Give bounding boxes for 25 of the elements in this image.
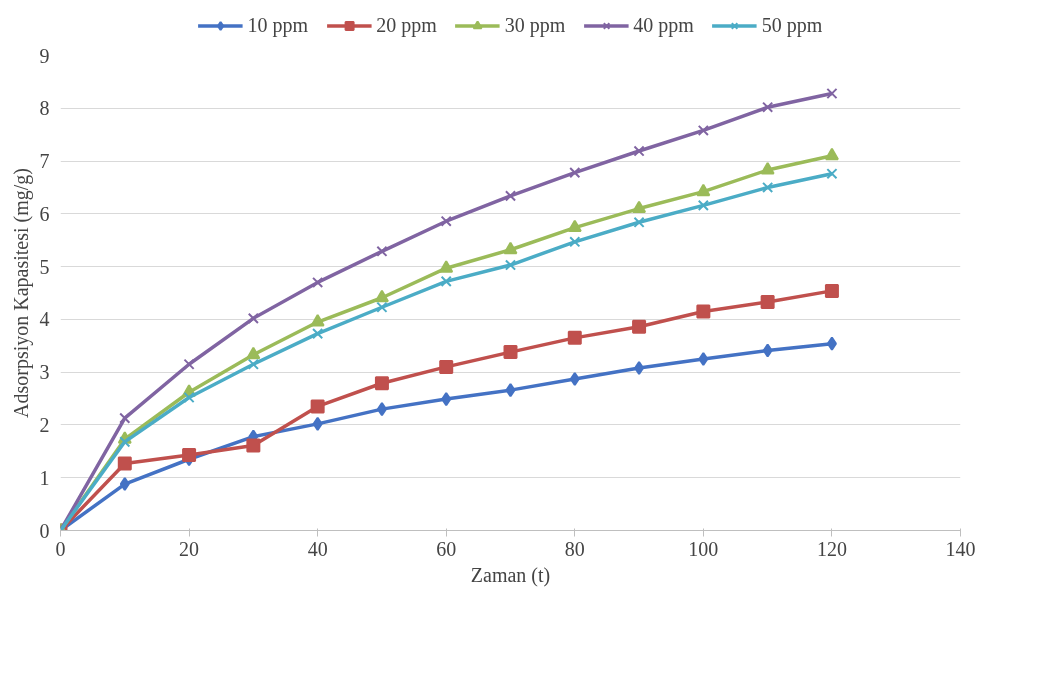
y-tick-label: 0 (39, 519, 50, 542)
legend-label: 20 ppm (376, 13, 437, 37)
x-tick-label: 20 (179, 537, 200, 560)
legend-label: 50 ppm (761, 13, 823, 37)
legend-label: 10 ppm (247, 13, 309, 37)
y-tick-label: 4 (39, 308, 50, 331)
y-axis-title: Adsorpsiyon Kapasitesi (mg/g) (9, 168, 33, 418)
x-axis-title: Zaman (t) (470, 563, 551, 587)
x-tick-label: 0 (55, 537, 66, 560)
y-tick-label: 1 (39, 466, 50, 489)
y-tick-label: 6 (39, 202, 50, 225)
x-tick-label: 140 (945, 537, 976, 560)
y-tick-label: 5 (39, 255, 50, 278)
legend-label: 30 ppm (504, 13, 566, 37)
y-tick-label: 8 (39, 97, 50, 120)
x-tick-label: 120 (816, 537, 847, 560)
y-tick-label: 9 (39, 44, 50, 67)
y-tick-label: 3 (39, 361, 50, 384)
x-tick-label: 40 (307, 537, 328, 560)
y-tick-label: 2 (39, 413, 50, 436)
y-tick-label: 7 (39, 150, 50, 173)
x-tick-label: 60 (436, 537, 457, 560)
x-tick-label: 100 (688, 537, 719, 560)
x-tick-label: 80 (564, 537, 585, 560)
legend-label: 40 ppm (633, 13, 694, 37)
